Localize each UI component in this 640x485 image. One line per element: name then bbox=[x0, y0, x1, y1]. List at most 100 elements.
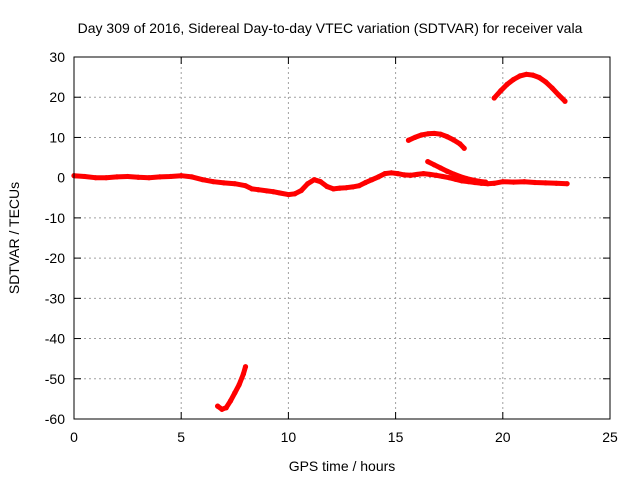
data-point bbox=[82, 173, 88, 180]
data-point bbox=[232, 390, 238, 396]
data-point bbox=[255, 187, 261, 193]
data-point bbox=[395, 171, 401, 177]
data-point bbox=[401, 172, 407, 178]
data-point bbox=[277, 190, 283, 196]
data-point bbox=[285, 191, 291, 198]
grid-layer bbox=[74, 57, 610, 419]
data-point bbox=[125, 173, 131, 180]
data-point bbox=[305, 181, 311, 187]
data-point bbox=[438, 165, 444, 171]
series-line bbox=[406, 130, 467, 151]
data-point bbox=[103, 175, 109, 181]
series-low-7h bbox=[215, 364, 249, 412]
data-point bbox=[157, 174, 163, 180]
data-point bbox=[337, 185, 343, 191]
data-point bbox=[311, 177, 317, 183]
data-point bbox=[232, 181, 238, 187]
data-point bbox=[463, 175, 469, 182]
data-point bbox=[356, 183, 362, 189]
data-point bbox=[362, 179, 369, 186]
y-tick-label: -30 bbox=[45, 290, 65, 306]
series-main bbox=[71, 170, 570, 198]
y-tick-label: 0 bbox=[57, 170, 65, 186]
data-point bbox=[240, 371, 246, 377]
y-tick-label: -10 bbox=[45, 210, 65, 226]
data-point bbox=[292, 191, 298, 197]
y-tick-label: -60 bbox=[45, 411, 65, 427]
data-point bbox=[431, 130, 437, 137]
data-point bbox=[431, 162, 437, 168]
series-descending-16.5h bbox=[425, 158, 489, 185]
y-tick-label: -40 bbox=[45, 331, 65, 347]
data-point bbox=[425, 131, 431, 137]
x-tick-label: 20 bbox=[495, 429, 511, 445]
data-point bbox=[242, 183, 249, 189]
data-point bbox=[210, 179, 216, 185]
series-arc-21h bbox=[491, 71, 568, 104]
y-tick-label: 30 bbox=[49, 49, 65, 65]
data-point bbox=[444, 134, 450, 140]
data-point bbox=[446, 175, 452, 181]
x-axis-label: GPS time / hours bbox=[289, 458, 396, 474]
data-point bbox=[450, 137, 457, 143]
data-point bbox=[521, 179, 527, 185]
data-point bbox=[510, 76, 517, 83]
x-tick-label: 0 bbox=[70, 429, 78, 445]
series-arc-16h bbox=[405, 130, 467, 151]
data-point bbox=[491, 180, 497, 186]
data-point bbox=[564, 181, 570, 187]
data-point bbox=[242, 364, 249, 370]
data-point bbox=[388, 170, 394, 176]
data-point bbox=[215, 403, 221, 409]
data-point bbox=[146, 175, 152, 181]
data-point bbox=[549, 85, 555, 91]
data-point bbox=[135, 174, 141, 180]
data-point bbox=[427, 171, 433, 178]
data-point bbox=[491, 95, 497, 101]
data-point bbox=[298, 187, 304, 194]
data-point bbox=[412, 134, 418, 141]
data-point bbox=[221, 180, 227, 186]
x-tick-label: 25 bbox=[602, 429, 618, 445]
data-point bbox=[405, 137, 412, 143]
data-point bbox=[523, 71, 529, 77]
data-point bbox=[408, 172, 414, 178]
data-point bbox=[457, 173, 463, 180]
data-point bbox=[498, 88, 504, 94]
data-point bbox=[189, 174, 195, 180]
data-point bbox=[350, 184, 356, 190]
data-point bbox=[510, 179, 517, 185]
data-point bbox=[223, 405, 229, 411]
y-tick-label: 10 bbox=[49, 129, 65, 145]
data-point bbox=[92, 175, 99, 181]
y-axis-label: SDTVAR / TECUs bbox=[6, 182, 22, 294]
y-tick-label: -50 bbox=[45, 371, 65, 387]
data-point bbox=[178, 173, 184, 179]
data-point bbox=[330, 186, 337, 192]
data-point bbox=[382, 171, 388, 177]
x-tick-label: 15 bbox=[388, 429, 404, 445]
data-point bbox=[444, 168, 450, 174]
data-point bbox=[375, 174, 382, 180]
data-point bbox=[483, 179, 489, 185]
data-point bbox=[114, 174, 120, 180]
data-point bbox=[532, 179, 538, 186]
data-point bbox=[433, 172, 439, 178]
y-tick-label: 20 bbox=[49, 89, 65, 105]
data-point bbox=[457, 141, 463, 147]
data-point bbox=[167, 173, 174, 180]
data-point bbox=[438, 131, 444, 137]
data-point bbox=[236, 382, 242, 388]
y-tick-label: -20 bbox=[45, 250, 65, 266]
x-tick-label: 10 bbox=[281, 429, 297, 445]
data-point bbox=[450, 171, 457, 177]
data-point bbox=[264, 188, 270, 194]
data-point bbox=[553, 180, 560, 186]
series-line bbox=[425, 159, 489, 185]
data-point bbox=[500, 179, 506, 185]
x-tick-label: 5 bbox=[177, 429, 185, 445]
data-point bbox=[324, 183, 330, 190]
data-point bbox=[369, 177, 375, 183]
data-point bbox=[425, 158, 431, 165]
